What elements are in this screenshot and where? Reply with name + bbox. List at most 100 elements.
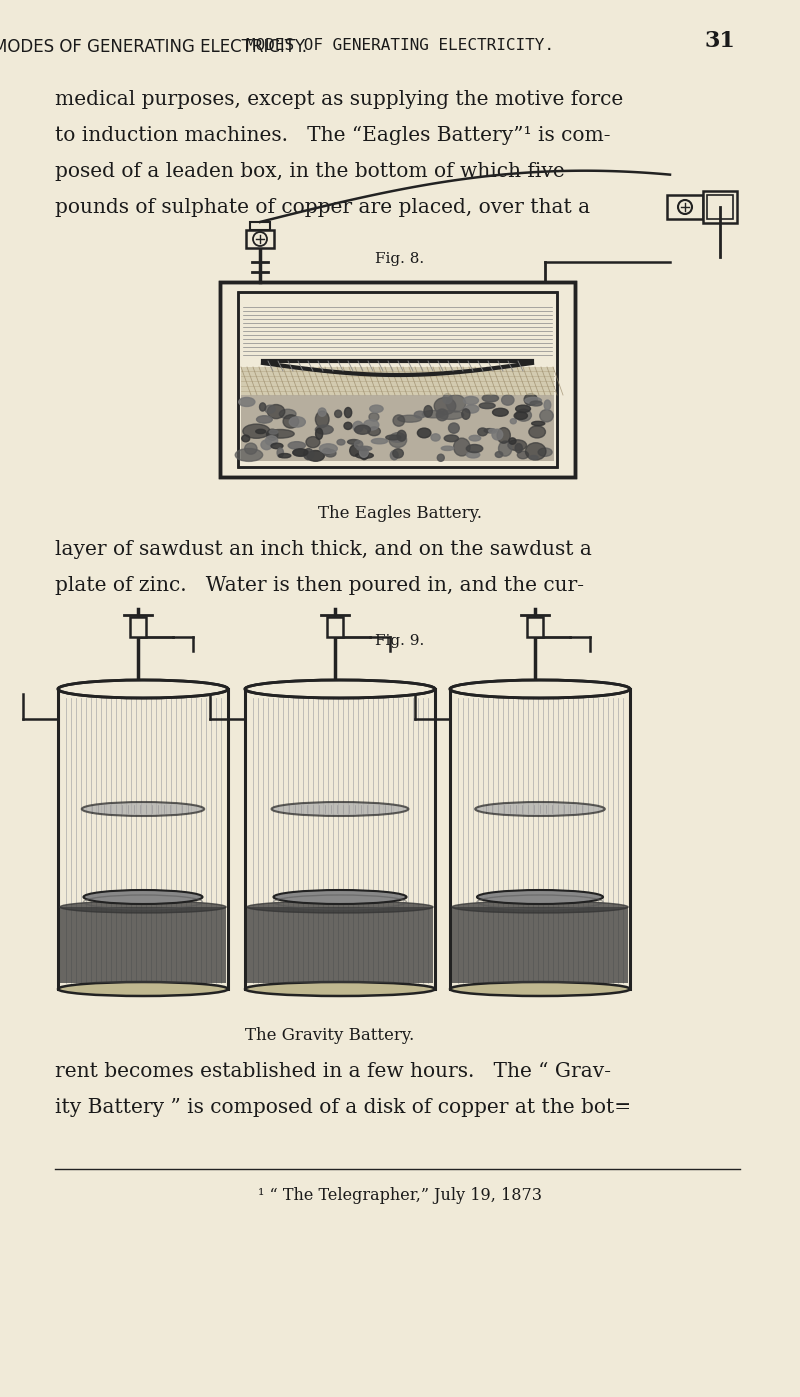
Ellipse shape [293,450,309,457]
Ellipse shape [463,397,478,405]
Ellipse shape [272,802,408,816]
Ellipse shape [350,446,360,457]
Ellipse shape [498,441,512,457]
Ellipse shape [454,439,470,455]
Ellipse shape [307,450,324,461]
Ellipse shape [479,402,495,409]
Text: posed of a leaden box, in the bottom of which five: posed of a leaden box, in the bottom of … [55,162,565,182]
Ellipse shape [318,408,326,416]
Ellipse shape [368,427,380,436]
Ellipse shape [363,419,379,430]
Ellipse shape [529,426,546,439]
Bar [452,907,628,983]
Bar [238,292,557,467]
Ellipse shape [245,982,435,996]
Text: The Gravity Battery.: The Gravity Battery. [246,1027,414,1044]
Ellipse shape [484,429,495,433]
Bar [247,907,433,983]
Ellipse shape [514,412,527,419]
Ellipse shape [355,453,374,458]
Bar [220,282,575,476]
Ellipse shape [247,901,433,914]
Ellipse shape [242,434,250,441]
Ellipse shape [495,451,502,457]
Text: MODES OF GENERATING ELECTRICITY.: MODES OF GENERATING ELECTRICITY. [0,38,307,56]
Text: ity Battery ” is composed of a disk of copper at the bot=: ity Battery ” is composed of a disk of c… [55,1098,631,1118]
Ellipse shape [238,397,255,407]
Ellipse shape [393,415,405,426]
Ellipse shape [60,901,226,914]
Ellipse shape [489,429,497,433]
Ellipse shape [266,429,294,439]
Bar [241,395,554,461]
Ellipse shape [450,982,630,996]
Ellipse shape [279,409,296,419]
Ellipse shape [465,405,479,414]
Ellipse shape [538,448,552,457]
Bar [527,617,543,637]
Text: 31: 31 [705,29,735,52]
Ellipse shape [414,411,426,418]
Bar [707,196,733,219]
Ellipse shape [304,448,314,460]
Text: plate of zinc.   Water is then poured in, and the cur-: plate of zinc. Water is then poured in, … [55,576,584,595]
Ellipse shape [386,434,401,440]
Ellipse shape [450,680,630,698]
Ellipse shape [370,405,383,412]
Ellipse shape [544,400,550,409]
Ellipse shape [354,440,363,448]
Ellipse shape [354,425,370,434]
Ellipse shape [515,443,522,453]
Bar [327,617,343,637]
Bar [241,367,554,395]
Ellipse shape [315,411,329,427]
Ellipse shape [245,680,435,698]
Ellipse shape [452,901,628,914]
Ellipse shape [357,446,372,451]
Ellipse shape [265,405,275,414]
Text: layer of sawdust an inch thick, and on the sawdust a: layer of sawdust an inch thick, and on t… [55,541,592,559]
Bar [667,196,703,219]
Ellipse shape [344,422,352,429]
Ellipse shape [418,427,431,437]
Ellipse shape [525,397,542,404]
Bar [238,292,557,467]
Ellipse shape [369,412,379,420]
Ellipse shape [502,395,514,405]
Circle shape [253,232,267,246]
Ellipse shape [532,422,545,426]
Ellipse shape [390,451,398,460]
Ellipse shape [436,409,448,420]
Ellipse shape [283,415,298,427]
Ellipse shape [319,444,338,454]
Ellipse shape [524,394,538,405]
Circle shape [678,200,692,214]
Ellipse shape [345,408,352,418]
Ellipse shape [482,394,498,402]
Ellipse shape [288,441,306,450]
Ellipse shape [393,448,403,458]
Ellipse shape [243,425,270,439]
Ellipse shape [398,415,422,422]
Bar [220,282,575,476]
Ellipse shape [518,451,529,458]
Bar [60,907,226,983]
Ellipse shape [266,429,278,440]
Ellipse shape [444,434,458,441]
Text: medical purposes, except as supplying the motive force: medical purposes, except as supplying th… [55,89,623,109]
Ellipse shape [434,398,456,415]
Ellipse shape [390,436,406,443]
Ellipse shape [526,443,546,460]
Ellipse shape [82,802,204,816]
Ellipse shape [58,680,228,698]
Bar [703,191,737,224]
Ellipse shape [371,439,387,444]
Ellipse shape [256,429,266,433]
Ellipse shape [266,436,278,446]
Ellipse shape [306,437,320,447]
Ellipse shape [277,448,283,457]
Ellipse shape [509,437,516,444]
Ellipse shape [493,408,508,416]
Ellipse shape [235,448,262,461]
Ellipse shape [508,440,526,451]
